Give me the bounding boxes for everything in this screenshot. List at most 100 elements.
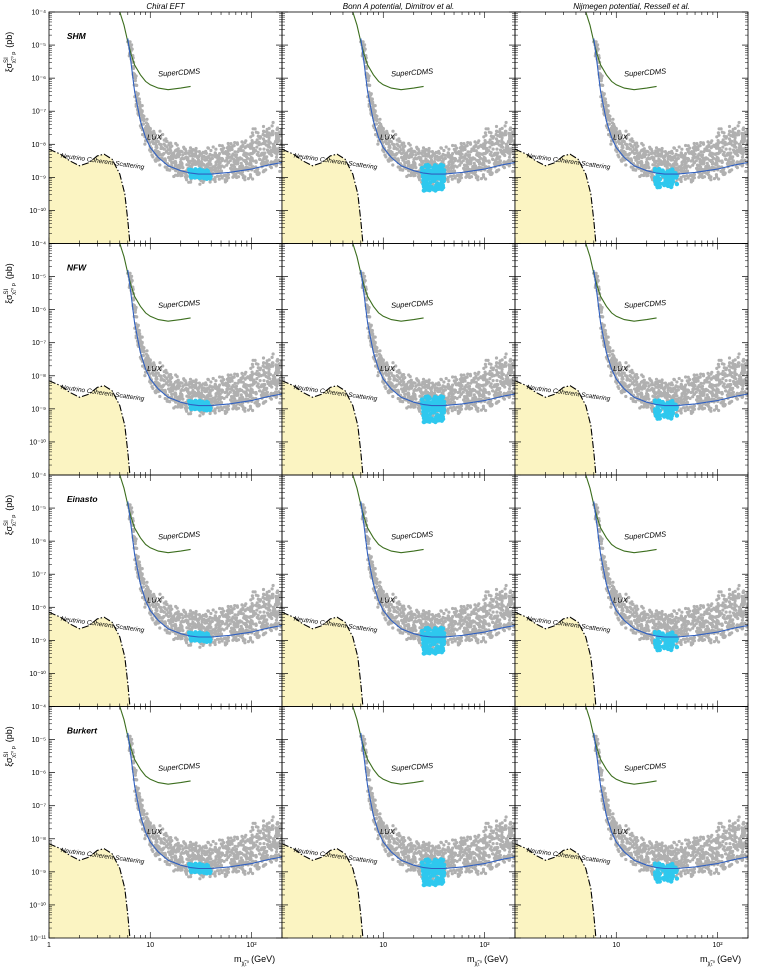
cloud-point [257,385,261,389]
cloud-point [466,160,471,164]
supercdms-curve [585,12,657,91]
cloud-point [424,157,428,161]
cloud-point [448,174,453,178]
cloud-point [684,143,688,148]
cloud-point [730,130,735,134]
cloud-point [153,158,157,162]
cloud-point [482,162,486,166]
cloud-point [664,160,669,164]
cloud-point [158,163,162,167]
cloud-point [688,165,692,169]
cloud-point [137,332,141,336]
cloud-point [250,131,254,135]
cloud-point [201,180,205,184]
cloud-point [453,156,457,161]
cloud-point [237,399,241,403]
cloud-point [381,134,385,138]
highlight-point [423,163,428,169]
cloud-point [478,152,482,156]
cloud-point [190,149,194,153]
cloud-point [219,174,223,178]
cloud-point [170,376,174,380]
cloud-point [198,182,202,186]
cloud-point [375,114,379,118]
cloud-point [264,130,268,134]
cloud-point [270,363,274,367]
cloud-point [198,414,202,418]
cloud-point [484,165,488,169]
cloud-point [500,140,504,144]
cloud-point [659,154,663,158]
cloud-point [471,403,475,407]
cloud-point [193,162,197,166]
neutrino-floor-line [49,380,131,475]
cloud-point [512,365,515,369]
cloud-point [254,130,258,134]
cloud-point [411,166,415,170]
cloud-point [241,144,245,148]
cloud-point [273,375,277,379]
cloud-point [407,161,411,165]
cloud-point [691,163,695,167]
cloud-point [603,97,607,101]
supercdms-curve [119,12,191,91]
cloud-point [261,141,265,146]
cloud-point [488,138,492,142]
cloud-point [151,386,155,390]
cloud-point [456,411,460,415]
cloud-point [206,377,210,381]
cloud-point [213,396,217,400]
cloud-point [671,163,675,167]
cloud-point [193,386,197,390]
cloud-point [720,130,724,134]
cloud-point [211,376,215,381]
cloud-point [423,149,427,153]
cloud-point [698,174,702,178]
cloud-point [255,145,259,149]
cloud-point [176,152,180,156]
cloud-point [257,154,261,158]
highlight-point [435,181,440,186]
cloud-point [413,162,417,166]
cloud-point [610,124,614,128]
cloud-point [261,162,266,166]
cloud-point [721,145,725,149]
cloud-point [437,149,441,153]
cloud-point [446,179,450,184]
cloud-point [279,134,282,138]
cloud-point [222,165,226,169]
cloud-point [264,361,268,365]
cloud-point [423,380,427,384]
cloud-point [250,156,254,161]
cloud-point [250,139,254,143]
cloud-point [479,408,483,412]
cloud-point [413,150,417,154]
cloud-point [622,140,626,144]
cloud-point [679,168,683,172]
cloud-point [452,401,457,405]
cloud-point [246,408,250,412]
cloud-point [473,164,477,168]
supercdms-label: SuperCDMS [158,298,201,310]
highlight-point [657,167,662,172]
cloud-point [651,163,655,167]
cloud-point [706,157,710,161]
cloud-point [261,373,265,377]
cloud-point [220,388,224,392]
cloud-point [683,166,687,170]
cloud-point [431,384,435,388]
cloud-point [228,148,232,152]
cloud-point [167,383,171,387]
cloud-point [246,156,250,160]
cloud-point [640,141,644,146]
cloud-point [495,156,499,160]
cloud-point [461,390,465,394]
cloud-point [466,141,470,145]
cloud-point [498,134,502,138]
cloud-point [220,144,224,148]
cloud-point [401,158,405,162]
cloud-point [625,145,629,149]
cloud-point [250,388,254,392]
cloud-point [144,352,148,356]
cloud-point [599,79,603,83]
